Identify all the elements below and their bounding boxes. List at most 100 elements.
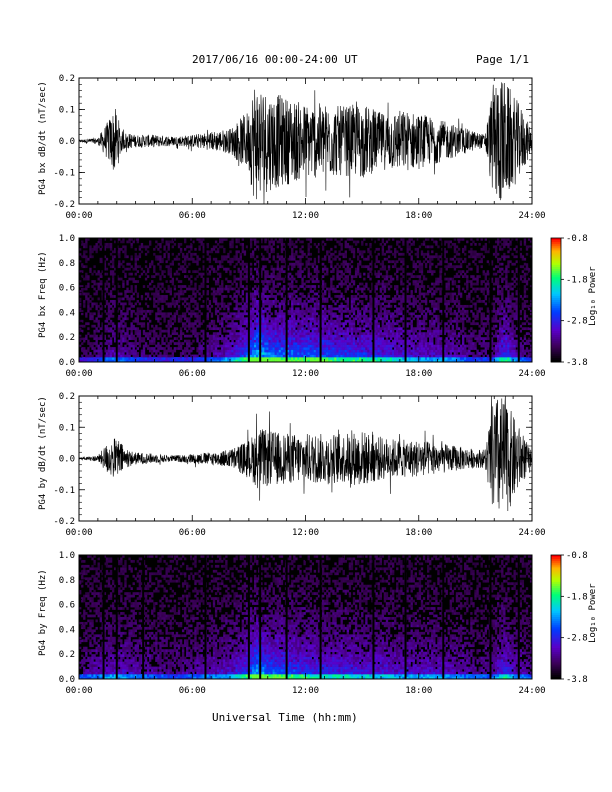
spectrogram-cell bbox=[165, 265, 168, 269]
spectrogram-cell bbox=[111, 349, 115, 353]
spectrogram-cell bbox=[140, 349, 144, 353]
spectrogram-cell bbox=[256, 352, 259, 355]
spectrogram-cell bbox=[286, 354, 290, 358]
spectrogram-cell bbox=[149, 312, 152, 316]
spectrogram-cell bbox=[260, 312, 263, 316]
spectrogram-cell bbox=[159, 277, 162, 281]
spectrogram-cell bbox=[130, 357, 133, 360]
spectrogram-cell bbox=[313, 337, 317, 340]
spectrogram-cell bbox=[79, 339, 82, 343]
spectrogram-cell bbox=[144, 332, 148, 336]
spectrogram-cell bbox=[414, 359, 417, 363]
spectrogram-cell bbox=[340, 238, 343, 241]
spectrogram-cell bbox=[342, 255, 345, 259]
spectrogram-cell bbox=[340, 327, 343, 331]
spectrogram-cell bbox=[379, 297, 382, 301]
spectrogram-cell bbox=[165, 240, 168, 244]
spectrogram-cell bbox=[235, 240, 238, 244]
spectrogram-cell bbox=[225, 319, 228, 323]
spectrogram-cell bbox=[299, 337, 302, 340]
spectrogram-cell bbox=[321, 317, 325, 321]
spectrogram-cell bbox=[369, 314, 372, 318]
spectrogram-cell bbox=[171, 357, 175, 360]
spectrogram-cell bbox=[350, 324, 354, 328]
spectrogram-cell bbox=[330, 337, 333, 340]
spectrogram-cell bbox=[229, 240, 232, 244]
spectrogram-cell bbox=[377, 329, 380, 333]
spectrogram-cell bbox=[249, 245, 253, 249]
spectrogram-cell bbox=[324, 352, 327, 355]
spectrogram-cell bbox=[321, 357, 325, 360]
spectrogram-cell bbox=[177, 344, 181, 348]
spectrogram-cell bbox=[328, 257, 331, 261]
spectrogram-cell bbox=[361, 252, 364, 256]
spectrogram-cell bbox=[410, 357, 413, 360]
spectrogram-cell bbox=[276, 324, 280, 328]
spectrogram-cell bbox=[408, 297, 411, 301]
spectrogram-cell bbox=[237, 267, 240, 271]
spectrogram-cell bbox=[184, 285, 187, 288]
spectrogram-cell bbox=[278, 329, 282, 333]
spectrogram-cell bbox=[321, 332, 325, 336]
spectrogram-cell bbox=[99, 280, 102, 283]
spectrogram-cell bbox=[278, 324, 282, 328]
spectrogram-cell bbox=[270, 280, 273, 283]
spectrogram-cell bbox=[324, 344, 327, 348]
spectrogram-cell bbox=[406, 357, 409, 360]
spectrogram-cell bbox=[266, 332, 269, 336]
spectrogram-cell bbox=[138, 339, 142, 343]
spectrogram-cell bbox=[243, 334, 247, 338]
spectrogram-cell bbox=[237, 342, 240, 345]
spectrogram-cell bbox=[210, 304, 214, 308]
spectrogram-cell bbox=[305, 280, 308, 283]
spectrogram-cell bbox=[260, 307, 263, 311]
spectrogram-cell bbox=[398, 309, 401, 313]
spectrogram-cell bbox=[105, 302, 109, 306]
spectrogram-cell bbox=[313, 292, 317, 296]
spectrogram-cell bbox=[365, 319, 368, 323]
spectrogram-cell bbox=[196, 357, 199, 360]
spectrogram-cell bbox=[396, 352, 399, 355]
spectrogram-cell bbox=[221, 302, 224, 306]
spectrogram-cell bbox=[373, 354, 376, 358]
spectrogram-cell bbox=[344, 352, 347, 355]
spectrogram-cell bbox=[350, 327, 354, 331]
spectrogram-cell bbox=[190, 309, 193, 313]
spectrogram-cell bbox=[344, 275, 347, 278]
spectrogram-cell bbox=[198, 314, 201, 318]
spectrogram-cell bbox=[291, 327, 294, 331]
spectrogram-cell bbox=[332, 357, 335, 360]
spectrogram-cell bbox=[233, 270, 236, 274]
spectrogram-cell bbox=[157, 312, 160, 316]
spectrogram-cell bbox=[324, 342, 327, 345]
y-tick-label: -0.1 bbox=[53, 169, 75, 179]
spectrogram-cell bbox=[219, 344, 222, 348]
spectrogram-cell bbox=[151, 339, 154, 343]
spectrogram-cell bbox=[385, 304, 389, 308]
spectrogram-cell bbox=[291, 300, 294, 303]
spectrogram-cell bbox=[245, 292, 249, 296]
spectrogram-cell bbox=[212, 357, 216, 360]
spectrogram-cell bbox=[177, 290, 181, 293]
spectrogram-cell bbox=[254, 357, 257, 360]
spectrogram-cell bbox=[114, 357, 117, 360]
spectrogram-cell bbox=[359, 250, 362, 254]
spectrogram-cell bbox=[387, 329, 391, 333]
spectrogram-cell bbox=[262, 290, 265, 293]
spectrogram-cell bbox=[381, 347, 385, 350]
spectrogram-cell bbox=[356, 297, 360, 301]
spectrogram-cell bbox=[340, 357, 343, 360]
spectrogram-cell bbox=[264, 322, 267, 326]
spectrogram-cell bbox=[340, 347, 343, 350]
spectrogram-cell bbox=[181, 297, 185, 301]
spectrogram-cell bbox=[91, 359, 94, 363]
spectrogram-cell bbox=[346, 287, 350, 291]
spectrogram-cell bbox=[118, 347, 121, 350]
spectrogram-cell bbox=[307, 252, 310, 256]
spectrogram-cell bbox=[398, 319, 401, 323]
spectrogram-cell bbox=[149, 282, 152, 286]
spectrogram-cell bbox=[389, 329, 393, 333]
spectrogram-cell bbox=[130, 329, 133, 333]
spectrogram-cell bbox=[107, 245, 111, 249]
spectrogram-cell bbox=[221, 240, 224, 244]
